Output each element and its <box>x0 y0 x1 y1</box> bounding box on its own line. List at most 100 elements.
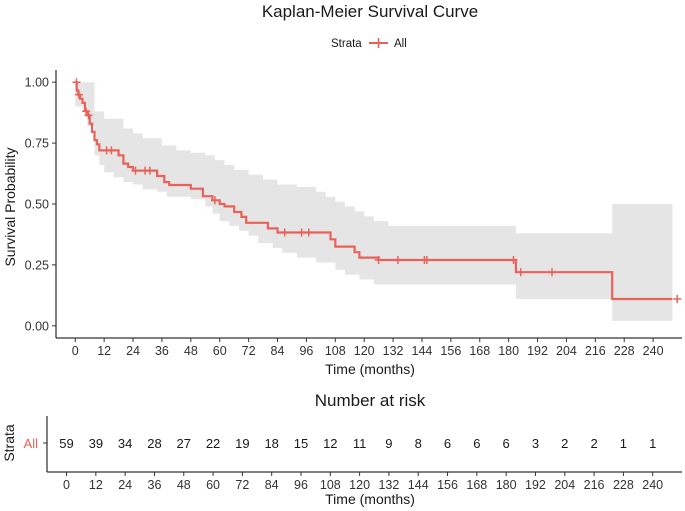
risk-value: 18 <box>264 436 278 451</box>
risk-value: 1 <box>620 436 627 451</box>
x-tick-label: 60 <box>213 344 227 358</box>
risk-value: 2 <box>561 436 568 451</box>
confidence-band-group <box>75 82 673 321</box>
risk-value: 6 <box>444 436 451 451</box>
risk-x-tick-label: 84 <box>265 478 279 492</box>
risk-value: 1 <box>649 436 656 451</box>
censor-mark <box>107 146 116 155</box>
censor-mark <box>304 228 313 237</box>
x-tick-label: 156 <box>440 344 461 358</box>
x-axis-label: Time (months) <box>325 361 415 377</box>
legend-entry-all: All <box>394 38 407 50</box>
risk-value: 27 <box>177 436 191 451</box>
legend-title: Strata <box>331 38 362 50</box>
risk-x-tick-label: 156 <box>437 478 458 492</box>
x-tick-label: 108 <box>325 344 346 358</box>
x-tick-label: 168 <box>469 344 490 358</box>
censor-mark <box>210 196 219 205</box>
censor-mark <box>673 295 682 303</box>
risk-x-tick-label: 48 <box>177 478 191 492</box>
y-ticks-group: 0.00 0.25 0.50 0.75 1.00 <box>25 76 56 333</box>
risk-x-tick-label: 180 <box>496 478 517 492</box>
censor-mark <box>393 256 402 264</box>
x-tick-label: 192 <box>527 344 548 358</box>
risk-values-group: 59 39 34 28 27 22 19 18 15 12 11 9 8 6 6 6 3 2 2 1 1 <box>59 436 656 451</box>
censor-mark <box>74 90 83 99</box>
risk-value: 3 <box>532 436 539 451</box>
risk-x-tick-label: 144 <box>408 478 429 492</box>
risk-value: 6 <box>473 436 480 451</box>
x-tick-label: 132 <box>383 344 404 358</box>
y-tick-label: 0.25 <box>25 258 49 272</box>
risk-x-tick-label: 204 <box>554 478 575 492</box>
risk-x-tick-label: 192 <box>525 478 546 492</box>
risk-x-tick-label: 72 <box>235 478 249 492</box>
risk-value: 15 <box>294 436 308 451</box>
x-tick-label: 36 <box>155 344 169 358</box>
legend: Strata All <box>331 38 407 50</box>
risk-value: 8 <box>415 436 422 451</box>
risk-x-tick-label: 216 <box>584 478 605 492</box>
risk-x-tick-label: 240 <box>642 478 663 492</box>
risk-x-tick-label: 132 <box>378 478 399 492</box>
x-tick-label: 72 <box>242 344 256 358</box>
censor-marks-group <box>72 78 682 303</box>
y-tick-label: 0.50 <box>25 198 49 212</box>
y-tick-label: 1.00 <box>25 76 49 90</box>
risk-x-tick-label: 0 <box>63 478 70 492</box>
x-tick-label: 144 <box>412 344 433 358</box>
y-tick-label: 0.00 <box>25 319 49 333</box>
censor-mark <box>297 228 306 237</box>
confidence-band <box>75 82 673 321</box>
censor-mark <box>145 166 154 175</box>
risk-x-tick-label: 24 <box>118 478 132 492</box>
x-tick-label: 84 <box>271 344 285 358</box>
risk-x-tick-label: 108 <box>320 478 341 492</box>
risk-table-row-label: All <box>24 436 39 451</box>
censor-mark <box>516 268 525 277</box>
risk-value: 2 <box>590 436 597 451</box>
censor-mark <box>84 111 93 120</box>
risk-table-title: Number at risk <box>315 391 426 410</box>
risk-value: 9 <box>385 436 392 451</box>
risk-value: 19 <box>235 436 249 451</box>
risk-value: 11 <box>353 436 367 451</box>
x-tick-label: 240 <box>643 344 664 358</box>
x-tick-label: 24 <box>126 344 140 358</box>
x-tick-label: 96 <box>299 344 313 358</box>
censor-mark <box>280 228 289 237</box>
y-axis-label: Survival Probability <box>2 147 18 266</box>
risk-x-tick-label: 36 <box>148 478 162 492</box>
x-tick-label: 204 <box>556 344 577 358</box>
x-ticks-group: 0 12 24 36 48 60 72 84 96 108 120 132 144 156 168 180 19… <box>72 338 664 358</box>
risk-value: 12 <box>323 436 337 451</box>
y-tick-label: 0.75 <box>25 137 49 151</box>
censor-mark <box>82 107 91 116</box>
censor-mark <box>422 256 431 264</box>
risk-x-tick-label: 96 <box>294 478 308 492</box>
risk-x-tick-label: 168 <box>466 478 487 492</box>
censor-mark <box>509 256 518 264</box>
risk-x-tick-label: 120 <box>349 478 370 492</box>
risk-table-y-label: Strata <box>1 424 17 462</box>
censor-mark <box>548 268 556 277</box>
chart-title: Kaplan-Meier Survival Curve <box>262 2 478 21</box>
x-tick-label: 0 <box>72 344 79 358</box>
x-tick-label: 12 <box>97 344 111 358</box>
risk-x-tick-label: 12 <box>89 478 103 492</box>
x-tick-label: 228 <box>614 344 635 358</box>
risk-value: 6 <box>503 436 510 451</box>
risk-value: 22 <box>206 436 220 451</box>
risk-value: 39 <box>89 436 103 451</box>
risk-x-axis-label: Time (months) <box>325 491 415 507</box>
risk-value: 28 <box>147 436 161 451</box>
censor-mark <box>131 166 140 175</box>
risk-value: 59 <box>59 436 73 451</box>
censor-mark <box>374 256 383 264</box>
risk-value: 34 <box>118 436 132 451</box>
x-tick-label: 120 <box>354 344 375 358</box>
x-tick-label: 48 <box>184 344 198 358</box>
risk-x-ticks-group: 0 12 24 36 48 60 72 84 96 108 120 132 144 156 168 180 19… <box>63 472 663 492</box>
x-tick-label: 180 <box>498 344 519 358</box>
